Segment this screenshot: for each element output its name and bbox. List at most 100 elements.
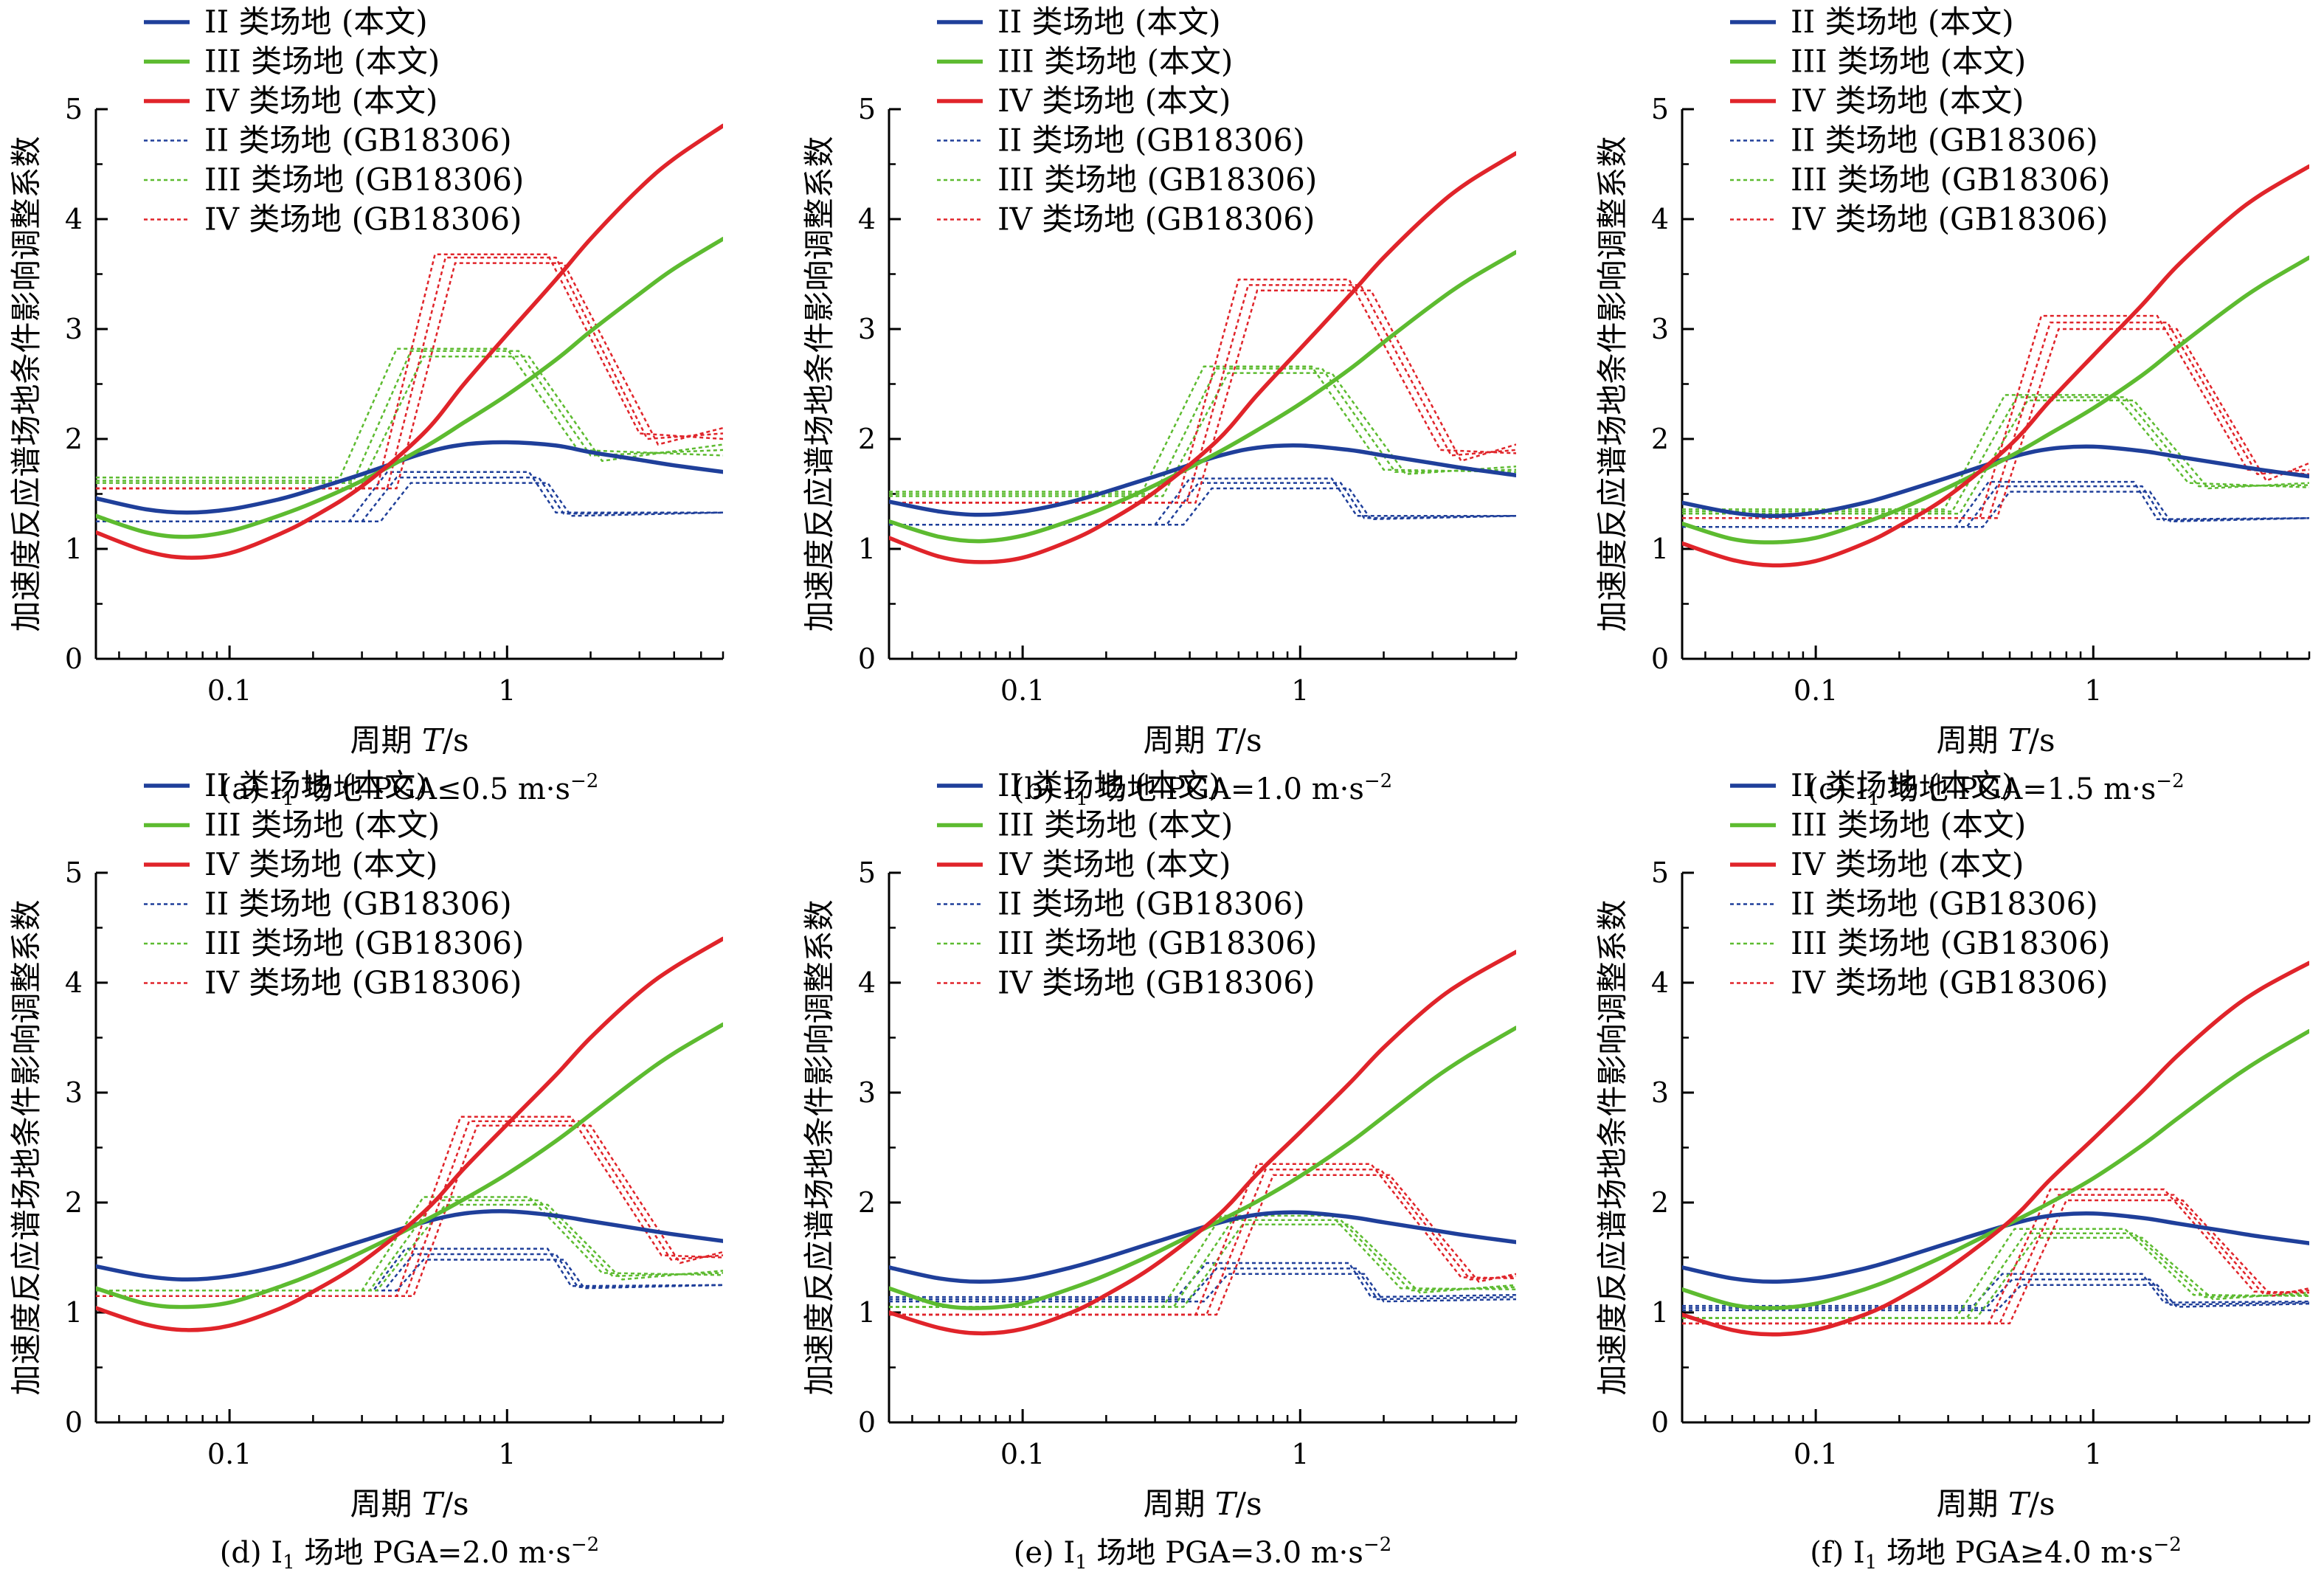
plot-area [1682,164,2309,568]
y-tick-label: 2 [858,1186,876,1219]
legend-entry: IV 类场地 (本文) [204,846,438,882]
y-tick-label: 3 [858,313,876,345]
y-tick-label: 1 [858,533,876,565]
x-axis-label: 周期 T/s [350,1486,468,1522]
x-axis-label: 周期 T/s [1143,1486,1262,1522]
series-line-iv-code [1682,328,2309,519]
legend-entry: III 类场地 (GB18306) [997,925,1317,961]
series-line-iv-code [1682,1194,2309,1325]
series-line-iii-code [1682,1228,2309,1319]
series-line-iv-code [1682,1188,2309,1325]
series-line-iii-code [1682,1232,2309,1319]
series-line-ii-code [96,476,723,523]
legend: II 类场地 (本文)III 类场地 (本文)IV 类场地 (本文)II 类场地… [1730,4,2110,238]
series-line-iv-code [96,253,723,490]
y-tick-label: 1 [1651,1296,1669,1329]
legend-entry: II 类场地 (本文) [997,767,1221,803]
legend: II 类场地 (本文)III 类场地 (本文)IV 类场地 (本文)II 类场地… [937,4,1317,238]
y-axis-label: 加速度反应谱场地条件影响调整系数 [801,899,837,1395]
series-line-ii-code [96,471,723,523]
legend-entry: II 类场地 (GB18306) [1791,122,2098,159]
legend-entry: II 类场地 (GB18306) [204,886,512,922]
y-tick-label: 5 [1651,93,1669,125]
series-line-ii-code [889,1267,1516,1301]
legend-entry: III 类场地 (本文) [204,44,440,80]
y-tick-label: 0 [1651,643,1669,675]
legend-entry: IV 类场地 (GB18306) [1791,201,2108,238]
x-axis-label: 周期 T/s [350,722,468,758]
y-tick-label: 5 [65,93,83,125]
legend-entry: II 类场地 (GB18306) [997,122,1305,159]
series-line-ii-code [1682,1273,2309,1307]
legend-entry: II 类场地 (GB18306) [204,122,512,159]
series-line-iv-code [96,1120,723,1297]
x-tick-label: 0.1 [207,1438,252,1470]
x-axis-label: 周期 T/s [1936,722,2055,758]
legend-entry: IV 类场地 (本文) [997,83,1231,119]
y-tick-label: 1 [65,1296,83,1329]
series-line-iii-code [96,347,723,479]
legend-entry: III 类场地 (GB18306) [997,162,1317,198]
legend-entry: III 类场地 (本文) [1791,44,2026,80]
series-line-iii-model [96,237,723,539]
series-line-iii-code [889,1214,1516,1308]
series-line-ii-code [96,482,723,523]
y-tick-label: 0 [65,643,83,675]
series-line-iv-model [889,151,1516,564]
legend-entry: IV 类场地 (GB18306) [204,201,522,238]
x-tick-label: 1 [1291,1438,1309,1470]
y-tick-label: 3 [1651,313,1669,345]
legend: II 类场地 (本文)III 类场地 (本文)IV 类场地 (本文)II 类场地… [937,767,1317,1001]
series-line-iii-code [1682,394,2309,511]
y-tick-label: 1 [1651,533,1669,565]
y-tick-label: 3 [65,313,83,345]
series-line-iv-code [96,256,723,490]
series-line-iii-code [1682,1236,2309,1319]
x-tick-label: 0.1 [1000,1438,1045,1470]
y-tick-label: 4 [65,966,83,999]
panel-caption: (d) I1 场地 PGA=2.0 m·s−2 [220,1534,599,1574]
plot-area [1682,961,2309,1337]
panel-caption: (b) I1 场地 PGA=1.0 m·s−2 [1013,770,1392,810]
y-tick-label: 0 [1651,1406,1669,1439]
plot-area [889,949,1516,1336]
y-tick-label: 2 [65,423,83,455]
series-line-iii-model [889,1025,1516,1310]
y-tick-label: 5 [1651,857,1669,889]
series-line-ii-code [889,482,1516,526]
series-line-iv-code [96,1115,723,1297]
series-line-ii-model [96,440,723,515]
series-line-iii-code [889,365,1516,493]
x-tick-label: 0.1 [1794,1438,1838,1470]
y-tick-label: 3 [858,1076,876,1109]
legend-entry: II 类场地 (GB18306) [997,886,1305,922]
y-tick-label: 2 [1651,1186,1669,1219]
y-tick-label: 4 [858,966,876,999]
legend-entry: III 类场地 (GB18306) [1791,925,2110,961]
series-line-ii-code [889,1273,1516,1303]
y-axis-label: 加速度反应谱场地条件影响调整系数 [801,136,837,632]
legend: II 类场地 (本文)III 类场地 (本文)IV 类场地 (本文)II 类场地… [144,767,524,1001]
series-line-iii-model [1682,255,2309,544]
x-tick-label: 1 [2084,1438,2102,1470]
series-line-iv-code [889,1169,1516,1316]
legend-entry: IV 类场地 (本文) [1791,846,2024,882]
legend-entry: III 类场地 (GB18306) [204,925,524,961]
legend-entry: II 类场地 (本文) [1791,767,2014,803]
x-axis-label: 周期 T/s [1143,722,1262,758]
y-tick-label: 5 [858,857,876,889]
x-tick-label: 1 [2084,674,2102,707]
series-line-iv-model [1682,164,2309,568]
legend-entry: III 类场地 (GB18306) [1791,162,2110,198]
legend-entry: IV 类场地 (本文) [997,846,1231,882]
series-line-iv-model [1682,961,2309,1337]
series-line-ii-code [889,487,1516,526]
legend-entry: IV 类场地 (本文) [204,83,438,119]
panel-caption: (a) I1 场地 PGA≤0.5 m·s−2 [221,770,599,810]
x-tick-label: 1 [498,1438,516,1470]
y-tick-label: 4 [858,203,876,235]
legend-entry: III 类场地 (本文) [204,807,440,843]
plot-area [96,123,723,560]
